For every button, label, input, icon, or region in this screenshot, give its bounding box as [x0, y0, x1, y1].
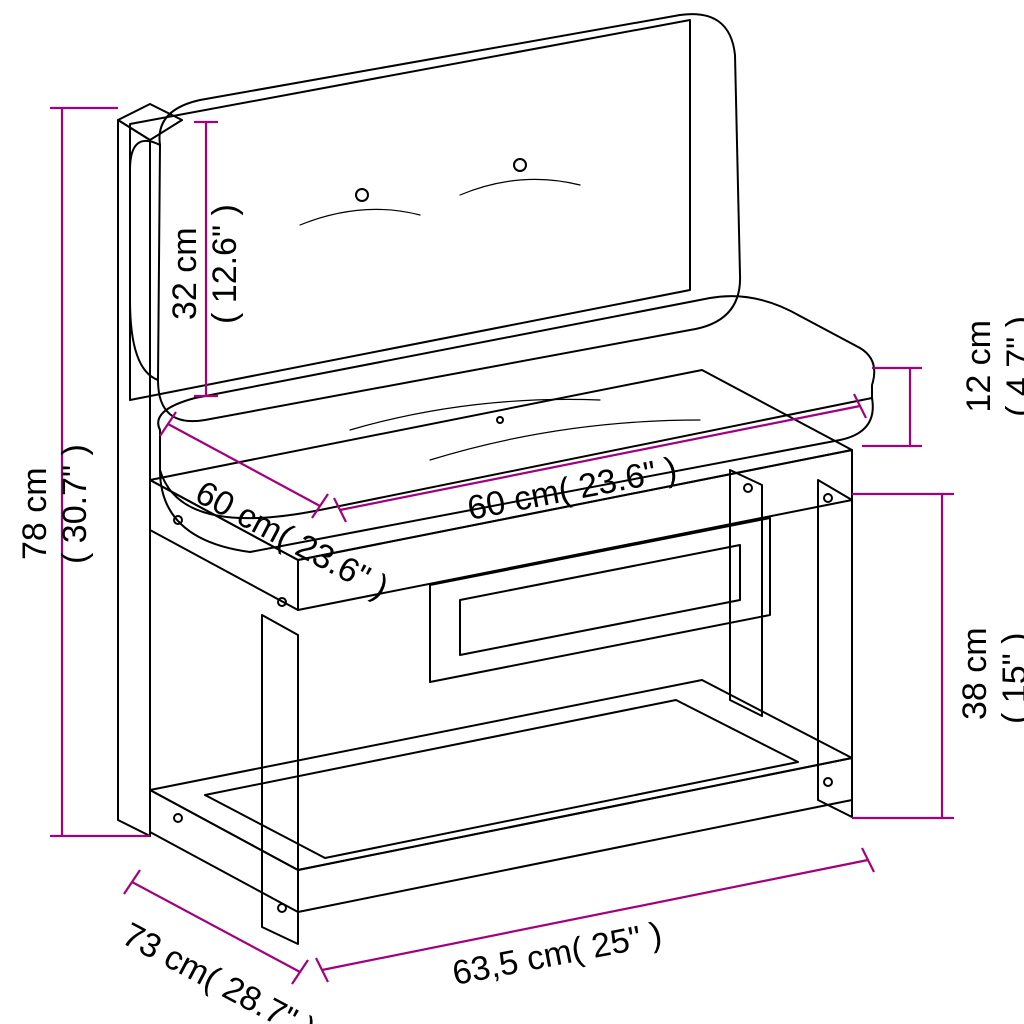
dim-back-h-cm: 32 cm: [166, 227, 204, 320]
svg-text:60 cm( 23.6" ): 60 cm( 23.6" ): [464, 450, 680, 528]
chair-dimension-diagram: 78 cm ( 30.7" ) 32 cm ( 12.6" ) 60 cm( 2…: [0, 0, 1024, 1024]
dim-thick-cm: 12 cm: [960, 320, 998, 413]
svg-text:( 15" ): ( 15" ): [996, 633, 1024, 724]
dim-thick-in: 4.7": [1000, 337, 1024, 396]
dim-width-in: 25": [588, 919, 644, 966]
dim-seat-h-in: 15": [996, 653, 1024, 703]
svg-text:60 cm( 23.6" ): 60 cm( 23.6" ): [189, 474, 394, 607]
svg-text:73 cm( 28.7" ): 73 cm( 28.7" ): [116, 916, 321, 1024]
dim-back-h-in: 12.6": [206, 225, 244, 303]
svg-text:( 4.7" ): ( 4.7" ): [1000, 316, 1024, 417]
svg-text:63,5 cm( 25" ): 63,5 cm( 25" ): [449, 915, 665, 993]
dim-seat-height: [852, 494, 954, 818]
svg-text:( 12.6" ): ( 12.6" ): [206, 204, 244, 324]
svg-text:( 30.7" ): ( 30.7" ): [56, 444, 94, 564]
dim-depth-cm: 73 cm: [116, 916, 216, 993]
dim-height-total-in: 30.7": [56, 465, 94, 543]
diagram-stage: 78 cm ( 30.7" ) 32 cm ( 12.6" ) 60 cm( 2…: [0, 0, 1024, 1024]
dim-seat-width-in: 23.6": [576, 454, 660, 506]
dim-depth-in: 28.7": [216, 969, 303, 1024]
dim-seat-h-cm: 38 cm: [956, 627, 994, 720]
dim-height-total-cm: 78 cm: [16, 467, 54, 560]
dim-cushion-thick: [862, 368, 922, 446]
